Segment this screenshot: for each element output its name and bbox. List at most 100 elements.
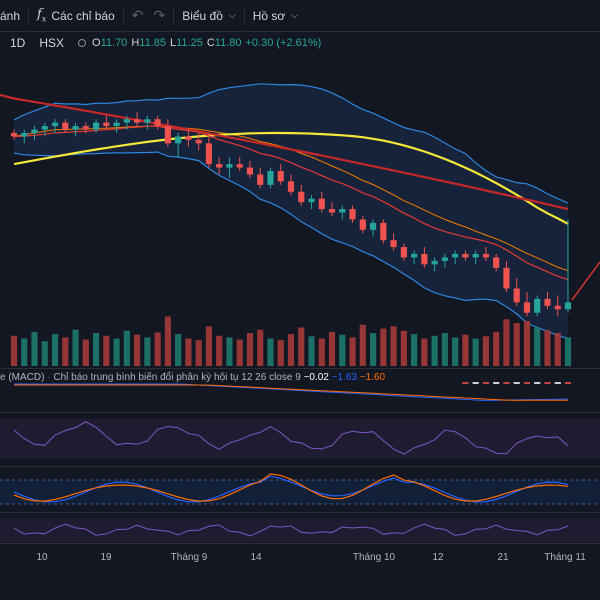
volume-bar: [452, 337, 459, 366]
volume-bar: [298, 327, 305, 366]
candle-body: [10, 133, 18, 137]
candle-body: [21, 133, 28, 137]
ema-red-line: [13, 125, 569, 280]
compare-button[interactable]: ánh: [0, 0, 28, 31]
volume-bar: [175, 334, 182, 366]
undo-button[interactable]: ↶: [124, 0, 152, 31]
candle-body: [308, 198, 315, 203]
rsi-secondary-line: [13, 523, 569, 537]
toolbar-divider: [243, 6, 245, 25]
volume-bar: [41, 341, 48, 366]
volume-bar: [390, 326, 397, 366]
volume-bar: [134, 334, 141, 366]
macd-histogram-bar: [544, 382, 551, 384]
symbol-label[interactable]: HSX: [39, 36, 65, 50]
candle-body: [390, 240, 397, 248]
indicators-button[interactable]: fx Các chỉ báo: [29, 0, 123, 31]
close-value: 11.80: [214, 37, 242, 49]
low-value: 11.25: [176, 37, 203, 49]
candle-body: [503, 267, 510, 289]
volume-bar: [62, 337, 69, 366]
volume-bar: [82, 339, 89, 366]
trend-line: [571, 261, 600, 301]
axis-divider: [0, 543, 600, 544]
volume-bar: [472, 338, 479, 366]
profile-dropdown[interactable]: Hồ sơ ⌵: [245, 0, 306, 31]
volume-bar: [564, 337, 572, 366]
redo-arrow-icon: ↷: [153, 7, 166, 23]
pane-divider: [0, 412, 600, 413]
time-axis[interactable]: 10 19 Tháng 9 14 Tháng 10 12 21 Tháng 11: [0, 544, 600, 568]
candle-body: [267, 171, 274, 185]
status-dot-icon: [78, 39, 87, 47]
high-key: H: [131, 37, 140, 49]
candle-body: [441, 257, 448, 261]
chart-type-dropdown[interactable]: Biểu đồ ⌵: [174, 0, 244, 31]
candle-body: [144, 119, 151, 123]
top-toolbar: ánh fx Các chỉ báo ↶ ↷ Biểu đồ ⌵ Hồ sơ ⌵: [0, 0, 600, 32]
candle-body: [31, 129, 38, 134]
candle-body: [216, 164, 223, 168]
volume-bar: [113, 338, 120, 366]
candle-body: [452, 253, 459, 258]
candle-body: [257, 174, 264, 185]
volume-bar: [318, 338, 325, 366]
volume-bar: [482, 336, 490, 366]
volume-bar: [441, 333, 448, 366]
chevron-down-icon: ⌵: [228, 10, 236, 20]
moving-average-yellow-line: [13, 131, 569, 225]
rsi-band: [0, 419, 600, 459]
volume-bar: [51, 334, 59, 366]
candle-body: [523, 302, 531, 313]
candle-body: [72, 126, 79, 130]
candle-body: [318, 198, 325, 210]
volume-bar: [534, 327, 541, 366]
undo-arrow-icon: ↶: [131, 7, 144, 23]
candle-body: [482, 253, 490, 258]
candle-body: [287, 181, 295, 192]
candle-body: [380, 222, 387, 241]
candle-body: [369, 222, 377, 230]
macd-histogram-bar: [534, 382, 541, 384]
redo-button[interactable]: ↷: [151, 0, 173, 31]
volume-bar: [154, 332, 161, 366]
candle-body: [421, 253, 428, 265]
candle-body: [123, 119, 130, 123]
pane-divider: [0, 368, 600, 369]
volume-bar: [411, 334, 418, 366]
chart-type-label: Biểu đồ: [182, 8, 223, 23]
candle-body: [41, 126, 48, 130]
candle-body: [113, 122, 120, 127]
candle-body: [513, 288, 520, 303]
candle-body: [246, 167, 254, 175]
macd-legend[interactable]: e (MACD) · Chỉ báo trung bình biến đổi p…: [0, 372, 386, 383]
candle-body: [298, 191, 305, 203]
candle-body: [462, 253, 469, 258]
pane-divider: [0, 512, 600, 513]
stoch-k-line: [13, 475, 569, 503]
volume-bar: [164, 316, 171, 366]
function-icon: fx: [37, 7, 47, 24]
candle-body: [175, 136, 182, 144]
macd-histogram-bar: [472, 382, 479, 384]
volume-bar: [339, 334, 346, 366]
chevron-down-icon: ⌵: [291, 10, 299, 20]
macd-histogram-bar: [503, 382, 510, 384]
open-value: 11.70: [100, 37, 128, 49]
volume-bar: [216, 335, 223, 366]
candle-body: [164, 126, 171, 144]
candle-body: [431, 260, 438, 265]
macd-prefix: e (MACD): [0, 372, 45, 383]
toolbar-divider: [122, 6, 124, 25]
candle-body: [472, 253, 479, 258]
candle-body: [534, 298, 541, 313]
interval-label[interactable]: 1D: [10, 36, 26, 50]
volume-bar: [554, 333, 561, 366]
toolbar-divider: [173, 6, 175, 25]
candle-body: [544, 298, 551, 306]
volume-bar: [21, 338, 28, 366]
bollinger-lower-line: [13, 151, 569, 340]
volume-bar: [92, 333, 100, 366]
low-key: L: [169, 37, 177, 49]
